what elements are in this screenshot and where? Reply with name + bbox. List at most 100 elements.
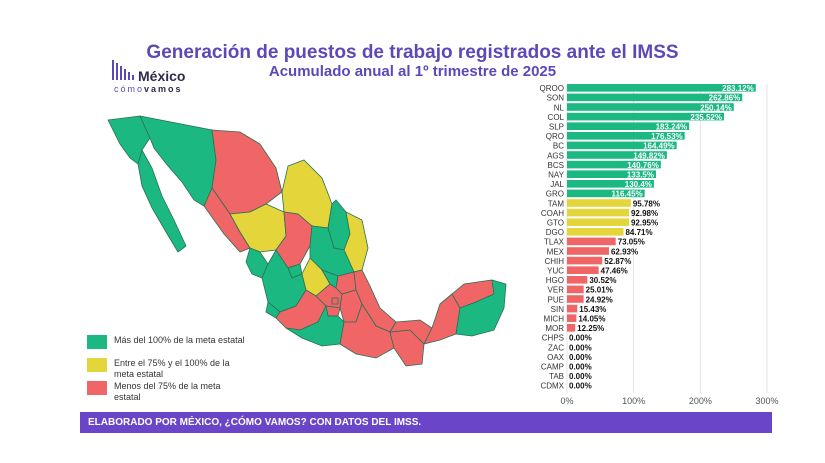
legend-item-75-100: Entre el 75% y el 100% de la meta estata… [87,358,246,380]
mexico-como-vamos-logo: México cómovamos [112,56,202,96]
bar-ags [567,151,667,159]
logo-bars-icon [112,60,134,80]
bar-nl [567,103,734,111]
bar-bcs [567,160,661,169]
bar-hgo [567,276,588,284]
bar-qro [567,132,685,140]
value-label: 14.05% [578,315,605,324]
category-label: GRO [546,190,564,199]
legend-label: Menos del 75% de la meta estatal [114,381,221,402]
category-label: MICH [544,315,565,324]
category-label: CAMP [541,363,564,372]
value-label: 140.76% [627,161,659,170]
bar-mich [567,314,577,322]
value-label: 0.00% [569,343,592,352]
bar-mor [567,324,576,332]
category-label: DGO [546,228,564,237]
value-label: 0.00% [569,353,592,362]
bar-mex [567,247,609,255]
legend-item-below-75: Menos del 75% de la meta estatal [87,381,246,403]
category-label: QROO [540,84,564,93]
value-label: 262.86% [709,94,741,103]
bar-bc [567,141,677,150]
value-label: 0.00% [569,334,592,343]
value-label: 84.71% [625,228,652,237]
category-label: JAL [550,180,564,189]
state-cdmx [331,297,339,305]
category-label: SON [547,94,565,103]
value-label: 62.93% [611,247,638,256]
legend-item-above-100: Más del 100% de la meta estatal [87,335,246,349]
bar-coah [567,208,629,217]
bar-ver [567,285,584,294]
value-label: 183.24% [656,123,688,132]
category-label: OAX [547,353,565,362]
bar-pue [567,295,584,303]
state-qroo [455,279,507,337]
category-label: NL [554,103,565,112]
value-label: 176.53% [651,132,683,141]
chart-subtitle: Acumulado anual al 1º trimestre de 2025 [268,63,557,80]
value-label: 0.00% [569,363,592,372]
bar-gro [567,189,645,198]
bar-dgo [567,228,624,236]
bar-sin [567,304,578,313]
category-label: SLP [549,123,564,132]
value-label: 250.14% [700,103,732,112]
category-label: COAH [541,209,564,218]
bar-tam [567,199,631,207]
logo-name: México [138,68,186,84]
value-label: 164.49% [643,142,675,151]
bar-chih [567,256,603,265]
bar-col [567,112,725,121]
value-label: 30.52% [589,276,616,285]
value-label: 0.00% [569,372,592,381]
category-label: NAY [548,171,565,180]
value-label: 0.00% [569,382,592,391]
legend-swatch [87,335,107,349]
legend-label: Más del 100% de la meta estatal [114,335,245,345]
value-label: 130.4% [625,180,652,189]
value-label: 95.78% [633,199,660,208]
state-bcs [137,148,187,253]
category-label: MOR [545,324,564,333]
category-label: TAM [548,199,565,208]
bar-qroo [567,84,756,92]
bar-nay [567,170,656,178]
chart-title: Generación de puestos de trabajo registr… [146,42,679,63]
category-label: BC [553,142,564,151]
category-label: HGO [546,276,564,285]
bar-tlax [567,237,616,246]
legend-label: Entre el 75% y el 100% de la meta estata… [114,358,230,379]
legend-swatch [87,381,107,395]
value-label: 47.46% [601,267,628,276]
value-label: 24.92% [586,295,613,304]
category-label: AGS [547,151,564,160]
value-label: 25.01% [586,286,613,295]
category-label: QRO [546,132,564,141]
category-label: VER [548,286,565,295]
category-label: YUC [547,267,564,276]
category-label: PUE [548,295,564,304]
x-tick-label: 100% [622,396,645,404]
x-tick-label: 300% [755,396,778,404]
category-label: MEX [547,247,565,256]
value-label: 149.82% [633,151,665,160]
category-label: CDMX [540,382,564,391]
logo-subtitle: cómovamos [114,84,183,94]
category-label: TLAX [544,238,565,247]
category-label: GTO [547,219,564,228]
state-chih [211,129,283,215]
value-label: 73.05% [618,238,645,247]
category-label: BCS [548,161,564,170]
bar-jal [567,180,654,188]
x-tick-label: 200% [689,396,712,404]
x-tick-label: 0% [560,396,573,404]
state-camp [423,293,461,345]
bar-gto [567,218,629,226]
footer-bar: ELABORADO POR MÉXICO, ¿CÓMO VAMOS? CON D… [80,412,772,433]
state-gro [285,304,345,347]
value-label: 92.98% [631,209,658,218]
footer-credit: ELABORADO POR MÉXICO, ¿CÓMO VAMOS? CON D… [88,417,422,428]
legend-swatch [87,358,107,372]
